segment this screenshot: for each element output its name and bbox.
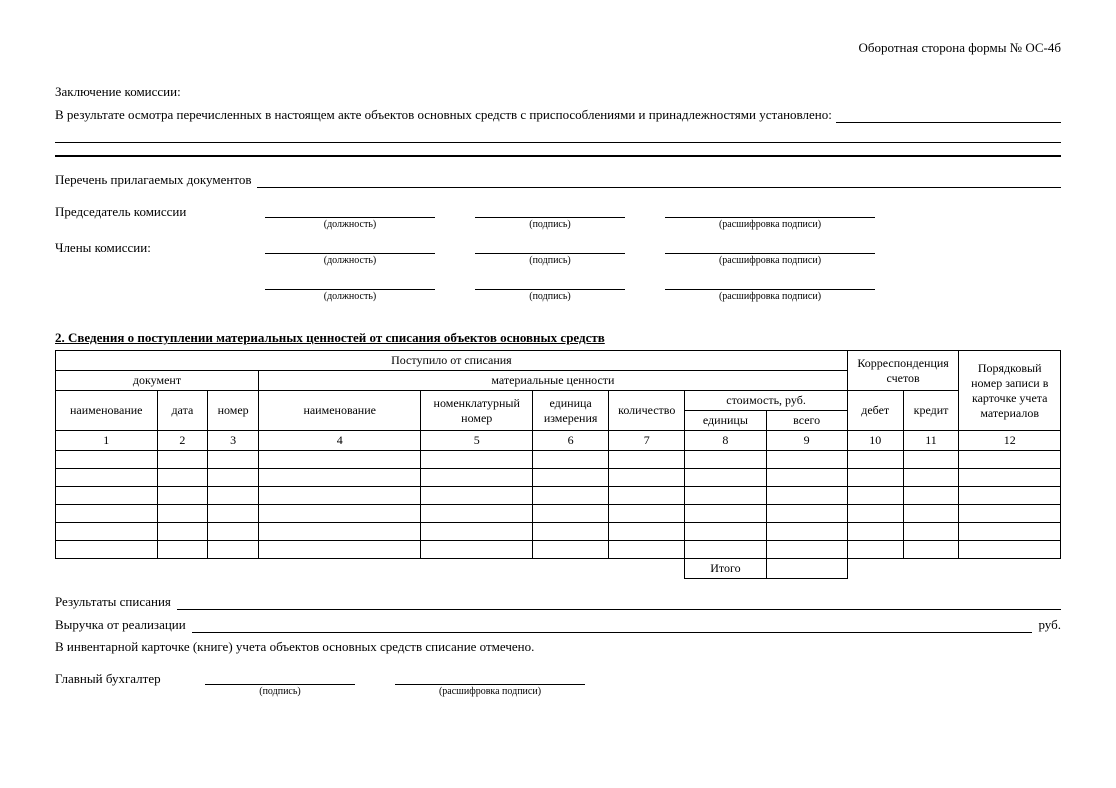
member-row-1: Члены комиссии: (должность) (подпись) (р… xyxy=(55,238,1061,266)
caption-decipher: (расшифровка подписи) xyxy=(665,255,875,266)
caption-signature: (подпись) xyxy=(475,255,625,266)
attachments-label: Перечень прилагаемых документов xyxy=(55,172,251,188)
caption-position: (должность) xyxy=(265,219,435,230)
caption-signature: (подпись) xyxy=(475,219,625,230)
th-qty: количество xyxy=(609,391,685,431)
chief-acc-signature-field[interactable] xyxy=(205,669,355,685)
table-row xyxy=(56,469,1061,487)
results-label: Результаты списания xyxy=(55,594,171,610)
th-corr: Корреспонденция счетов xyxy=(847,351,959,391)
caption-decipher: (расшифровка подписи) xyxy=(665,291,875,302)
th-cost: стоимость, руб. xyxy=(685,391,847,411)
th-matvalues: материальные ценности xyxy=(259,371,848,391)
table-row xyxy=(56,505,1061,523)
revenue-label: Выручка от реализации xyxy=(55,617,186,633)
th-col-1: 1 xyxy=(56,431,158,451)
member2-position-field[interactable] xyxy=(265,274,435,290)
member2-decipher-field[interactable] xyxy=(665,274,875,290)
th-doc-num: номер xyxy=(208,391,259,431)
chief-acc-decipher-field[interactable] xyxy=(395,669,585,685)
conclusion-field-1[interactable] xyxy=(836,106,1061,123)
conclusion-field-2[interactable] xyxy=(55,129,1061,143)
member1-signature-field[interactable] xyxy=(475,238,625,254)
chairman-row: Председатель комиссии (должность) (подпи… xyxy=(55,202,1061,230)
th-serial: Порядковый номер записи в карточке учета… xyxy=(959,351,1061,431)
th-col-2: 2 xyxy=(157,431,208,451)
itogo-label: Итого xyxy=(685,559,766,579)
members-label: Члены комиссии: xyxy=(55,238,265,256)
member1-decipher-field[interactable] xyxy=(665,238,875,254)
caption-position: (должность) xyxy=(265,291,435,302)
materials-table: Поступило от списания Корреспонденция сч… xyxy=(55,350,1061,579)
th-unit: единица измерения xyxy=(533,391,609,431)
member-row-2: (должность) (подпись) (расшифровка подпи… xyxy=(55,274,1061,302)
caption-position: (должность) xyxy=(265,255,435,266)
th-nomnum: номенклатурный номер xyxy=(421,391,533,431)
th-col-6: 6 xyxy=(533,431,609,451)
caption-decipher: (расшифровка подписи) xyxy=(395,686,585,697)
th-costunit: единицы xyxy=(685,411,766,431)
conclusion-intro: В результате осмотра перечисленных в нас… xyxy=(55,107,832,123)
th-col-5: 5 xyxy=(421,431,533,451)
member1-position-field[interactable] xyxy=(265,238,435,254)
th-credit: кредит xyxy=(903,391,959,431)
table-row xyxy=(56,523,1061,541)
conclusion-title: Заключение комиссии: xyxy=(55,84,1061,100)
table-row xyxy=(56,487,1061,505)
th-col-11: 11 xyxy=(903,431,959,451)
th-doc: документ xyxy=(56,371,259,391)
chairman-label: Председатель комиссии xyxy=(55,202,265,220)
th-received: Поступило от списания xyxy=(56,351,848,371)
chairman-signature-field[interactable] xyxy=(475,202,625,218)
chairman-decipher-field[interactable] xyxy=(665,202,875,218)
table-body: Итого xyxy=(56,451,1061,579)
th-col-3: 3 xyxy=(208,431,259,451)
th-doc-date: дата xyxy=(157,391,208,431)
table-row xyxy=(56,451,1061,469)
revenue-field[interactable] xyxy=(192,616,1033,633)
caption-signature: (подпись) xyxy=(475,291,625,302)
chairman-position-field[interactable] xyxy=(265,202,435,218)
chief-acc-row: Главный бухгалтер (подпись) (расшифровка… xyxy=(55,669,1061,697)
chief-acc-label: Главный бухгалтер xyxy=(55,669,205,687)
th-doc-name: наименование xyxy=(56,391,158,431)
itogo-row: Итого xyxy=(56,559,1061,579)
form-identifier: Оборотная сторона формы № ОС-4б xyxy=(55,40,1061,56)
inv-note: В инвентарной карточке (книге) учета объ… xyxy=(55,639,1061,655)
table-row xyxy=(56,541,1061,559)
th-col-7: 7 xyxy=(609,431,685,451)
rub-label: руб. xyxy=(1038,617,1061,633)
section2-title: 2. Сведения о поступлении материальных ц… xyxy=(55,330,1061,346)
th-col-4: 4 xyxy=(259,431,421,451)
th-costtotal: всего xyxy=(766,411,847,431)
th-col-9: 9 xyxy=(766,431,847,451)
itogo-total[interactable] xyxy=(766,559,847,579)
th-debit: дебет xyxy=(847,391,903,431)
member2-signature-field[interactable] xyxy=(475,274,625,290)
caption-decipher: (расшифровка подписи) xyxy=(665,219,875,230)
divider xyxy=(55,155,1061,157)
results-field[interactable] xyxy=(177,593,1061,610)
th-col-10: 10 xyxy=(847,431,903,451)
th-mat-name: наименование xyxy=(259,391,421,431)
th-col-8: 8 xyxy=(685,431,766,451)
attachments-field[interactable] xyxy=(257,171,1061,188)
caption-signature: (подпись) xyxy=(205,686,355,697)
th-col-12: 12 xyxy=(959,431,1061,451)
